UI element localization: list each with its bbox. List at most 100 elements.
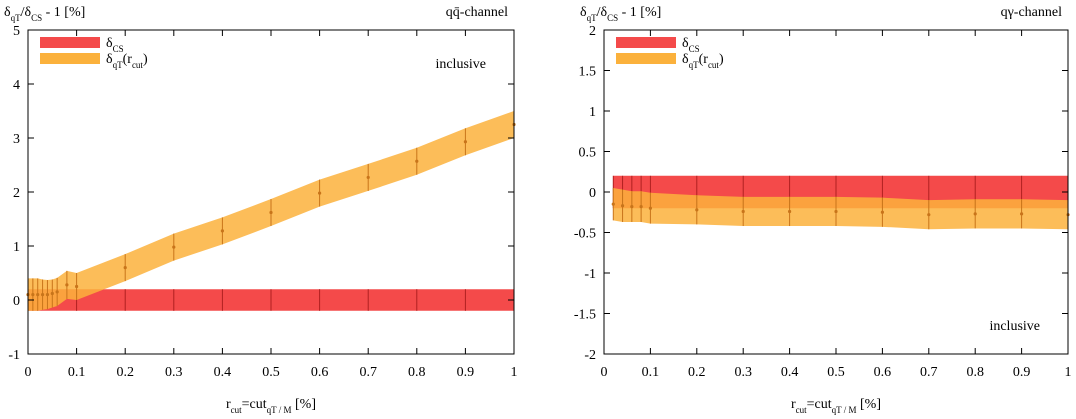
y-tick-label: 2: [13, 186, 20, 201]
x-tick-label: 0: [601, 365, 608, 380]
x-axis-label-part: =cut: [807, 397, 832, 412]
annotation: inclusive: [989, 319, 1040, 334]
point: [220, 229, 224, 233]
legend-label-sub: qT: [689, 60, 700, 70]
point: [172, 245, 176, 249]
legend-label-sub: CS: [113, 44, 124, 54]
legend-label-part: δ: [106, 52, 113, 67]
point: [973, 212, 977, 216]
legend-label-sub: CS: [689, 44, 700, 54]
x-tick-label: 1: [1065, 365, 1072, 380]
legend-label-part: δ: [682, 52, 689, 67]
x-axis-label-part: =cut: [242, 397, 267, 412]
y-tick-label: -0.5: [574, 227, 596, 242]
point: [620, 204, 625, 208]
legend-label-sub: cut: [132, 60, 143, 70]
annotation: inclusive: [435, 57, 486, 72]
x-tick-label: 0.2: [116, 365, 134, 380]
point: [463, 140, 467, 144]
x-tick-label: 0.6: [311, 365, 329, 380]
x-tick-label: 0.4: [781, 365, 799, 380]
point: [50, 291, 54, 296]
uncertainty-band: [613, 187, 1068, 230]
x-axis-label-sub: qT / M: [832, 405, 857, 415]
y-axis-label-sub: qT: [11, 13, 22, 23]
channel-label: qq̄-channel: [446, 5, 508, 20]
point: [788, 209, 792, 214]
point: [40, 293, 45, 297]
y-tick-label: -2: [584, 348, 596, 363]
y-axis-label-sub: CS: [607, 13, 618, 23]
point: [269, 210, 273, 215]
point: [834, 209, 838, 214]
x-tick-label: 0.1: [642, 365, 660, 380]
x-tick-label: 0.8: [966, 365, 984, 380]
point: [318, 191, 322, 195]
point: [741, 209, 745, 214]
x-axis-label-sub: cut: [796, 405, 807, 415]
x-axis-label-sub: qT / M: [267, 405, 292, 415]
y-axis-label-part: - 1 [%]: [42, 5, 85, 20]
point: [75, 284, 79, 289]
x-tick-label: 0.7: [920, 365, 938, 380]
x-tick-label: 0.9: [457, 365, 475, 380]
x-axis-label: rcut=cutqT / M [%]: [791, 397, 881, 415]
x-axis-label-part: r: [791, 397, 796, 412]
point: [55, 290, 59, 294]
x-tick-label: 0.9: [1013, 365, 1031, 380]
point: [695, 208, 699, 212]
y-tick-label: -1: [8, 348, 20, 363]
x-tick-label: 0.5: [262, 365, 280, 380]
x-tick-label: 0.2: [688, 365, 706, 380]
point: [611, 202, 615, 206]
x-tick-label: 0.4: [214, 365, 232, 380]
y-axis-label-sub: CS: [31, 13, 42, 23]
legend-swatch: [616, 37, 676, 48]
point: [45, 293, 50, 297]
legend-label-sub: cut: [708, 60, 719, 70]
y-tick-label: 1: [589, 105, 596, 120]
y-axis-label-part: δ: [580, 5, 587, 20]
y-tick-label: 1.5: [579, 65, 597, 80]
channel-label: qγ-channel: [1001, 5, 1062, 20]
legend-label: δCS: [682, 36, 700, 54]
point: [648, 206, 653, 210]
legend-label-part: ): [143, 52, 148, 67]
y-tick-label: 4: [13, 78, 20, 93]
x-tick-label: 0: [25, 365, 32, 380]
point: [927, 213, 931, 217]
x-tick-label: 1: [511, 365, 518, 380]
y-axis-label-part: δ: [4, 5, 11, 20]
point: [31, 293, 35, 297]
y-tick-label: -1.5: [574, 308, 596, 323]
x-axis-label-part: r: [226, 397, 231, 412]
legend-label-part: (r: [699, 52, 709, 67]
legend-label-part: δ: [682, 36, 689, 51]
y-tick-label: 0: [589, 186, 596, 201]
y-tick-label: -1: [584, 267, 596, 282]
y-axis-label: δqT/δCS - 1 [%]: [4, 5, 85, 23]
x-tick-label: 0.1: [68, 365, 86, 380]
x-axis-label-sub: cut: [231, 405, 242, 415]
y-tick-label: 5: [13, 24, 20, 39]
y-tick-label: 3: [13, 132, 20, 147]
x-axis-label-part: [%]: [857, 397, 882, 412]
y-axis-label: δqT/δCS - 1 [%]: [580, 5, 661, 23]
y-axis-label-part: /δ: [597, 5, 608, 20]
point: [123, 266, 127, 270]
y-tick-label: 0: [13, 294, 20, 309]
y-axis-label-part: /δ: [21, 5, 32, 20]
legend-swatch: [40, 37, 100, 48]
y-tick-label: 2: [589, 24, 596, 39]
legend-label-part: ): [719, 52, 724, 67]
point: [366, 175, 370, 180]
x-axis-label: rcut=cutqT / M [%]: [226, 397, 316, 415]
x-axis-label-part: [%]: [292, 397, 317, 412]
legend-label: δqT(rcut): [682, 52, 724, 70]
point: [65, 283, 69, 287]
y-axis-label-part: - 1 [%]: [618, 5, 661, 20]
y-tick-label: 0.5: [579, 146, 597, 161]
legend-label-part: (r: [123, 52, 133, 67]
legend-swatch: [40, 53, 100, 64]
legend-label: δqT(rcut): [106, 52, 148, 70]
